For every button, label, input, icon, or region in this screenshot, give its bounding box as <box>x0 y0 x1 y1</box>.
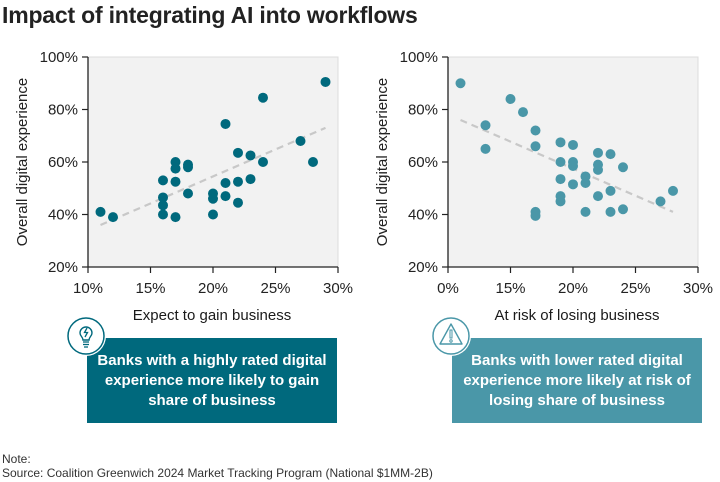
data-point <box>505 94 516 104</box>
left-scatter-chart: 20% 40% 60% 80% 100% 10% 15% 20% 25% 30% Overall d… <box>0 40 360 300</box>
data-point <box>295 136 306 146</box>
y-tick-label: 60% <box>48 154 78 171</box>
data-point <box>258 157 268 167</box>
data-point <box>480 120 491 131</box>
trendline <box>100 126 326 227</box>
chart-title: Impact of integrating AI into workflows <box>2 2 418 28</box>
x-tick-label: 15% <box>495 280 525 297</box>
right-callout-box: Banks with lower rated digital experienc… <box>452 338 702 423</box>
x-tick-label: 25% <box>260 280 290 297</box>
x-tick-label: 15% <box>135 280 165 297</box>
y-tick-label: 80% <box>408 102 438 119</box>
data-point <box>605 206 616 217</box>
trendline <box>460 118 674 213</box>
y-tick-label: 100% <box>40 49 78 66</box>
data-point <box>593 191 603 202</box>
x-tick-label: 20% <box>558 280 588 297</box>
right-callout-text: Banks with lower rated digital experienc… <box>463 351 691 409</box>
right-x-axis-label: At risk of losing business <box>494 307 660 324</box>
data-point <box>183 162 193 173</box>
data-point <box>555 137 566 148</box>
data-point <box>308 157 318 167</box>
data-point <box>480 143 491 154</box>
data-point <box>183 188 193 199</box>
y-tick-label: 20% <box>408 259 438 276</box>
right-chart-svg: 20% 40% 60% 80% 100% 0% 15% 20% 25% 30% Overall di… <box>374 49 713 297</box>
data-point <box>555 196 566 207</box>
data-point <box>593 147 603 158</box>
data-point <box>568 139 578 150</box>
data-point <box>233 176 243 187</box>
data-point <box>455 78 466 89</box>
left-callout-text: Banks with a highly rated digital experi… <box>97 351 327 409</box>
data-point <box>580 178 591 188</box>
data-point <box>530 125 541 136</box>
footer-note: Note: <box>2 452 31 466</box>
data-point <box>220 191 231 202</box>
data-point <box>170 163 181 174</box>
x-tick-label: 10% <box>73 280 103 297</box>
data-point <box>108 212 118 223</box>
data-point <box>95 206 106 217</box>
data-point <box>568 160 578 171</box>
data-point <box>158 175 168 186</box>
data-point <box>568 179 578 190</box>
data-point <box>530 141 541 152</box>
data-point <box>220 178 231 188</box>
footer-source: Source: Coalition Greenwich 2024 Market … <box>2 466 433 480</box>
data-point <box>158 192 168 203</box>
data-point <box>605 185 616 196</box>
y-axis-label: Overall digital experience <box>374 78 391 246</box>
warning-triangle-icon <box>431 316 471 356</box>
data-point <box>233 197 243 208</box>
data-point <box>208 209 218 220</box>
footer: Note: Source: Coalition Greenwich 2024 M… <box>2 452 433 480</box>
data-point <box>258 92 268 103</box>
right-scatter-chart: 20% 40% 60% 80% 100% 0% 15% 20% 25% 30% Overall di… <box>360 40 720 300</box>
data-point <box>245 174 256 185</box>
plot-area <box>87 56 339 268</box>
data-point <box>245 150 256 161</box>
y-tick-label: 40% <box>408 207 438 224</box>
data-point <box>233 147 243 158</box>
data-point <box>555 174 566 185</box>
x-tick-label: 0% <box>437 280 459 297</box>
y-tick-label: 80% <box>48 102 78 119</box>
data-point <box>555 157 566 167</box>
x-tick-label: 25% <box>620 280 650 297</box>
data-point <box>158 200 168 211</box>
x-tick-label: 30% <box>323 280 353 297</box>
data-point <box>518 107 528 118</box>
data-point <box>580 206 591 217</box>
y-tick-label: 20% <box>48 259 78 276</box>
y-axis-label: Overall digital experience <box>14 78 31 246</box>
data-point <box>158 209 168 220</box>
data-point <box>618 162 628 173</box>
data-point <box>170 212 181 223</box>
x-tick-label: 20% <box>198 280 228 297</box>
data-point <box>618 204 628 215</box>
left-chart-svg: 20% 40% 60% 80% 100% 10% 15% 20% 25% 30% Overall d… <box>14 49 353 297</box>
y-tick-label: 100% <box>400 49 438 66</box>
y-tick-label: 60% <box>408 154 438 171</box>
x-tick-label: 30% <box>683 280 713 297</box>
data-point <box>605 149 616 160</box>
data-point <box>530 210 541 221</box>
left-x-axis-label: Expect to gain business <box>132 307 292 324</box>
data-point <box>655 196 666 207</box>
data-point <box>220 118 231 129</box>
lightbulb-icon <box>66 316 106 356</box>
data-point <box>208 193 218 204</box>
data-point <box>668 185 678 196</box>
left-callout-box: Banks with a highly rated digital experi… <box>87 338 337 423</box>
data-point <box>170 176 181 187</box>
y-tick-label: 40% <box>48 207 78 224</box>
data-point <box>593 164 603 175</box>
data-point <box>320 76 331 87</box>
